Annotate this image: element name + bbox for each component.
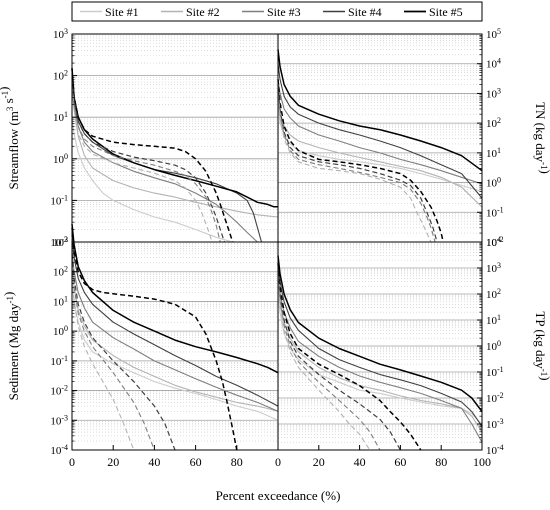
y-axis-label-tp: TP (kg day-1) (533, 311, 550, 380)
y-tick-label: 102 (53, 69, 68, 83)
series-line-site-4 (277, 263, 483, 427)
y-tick-label: 10-1 (486, 205, 504, 219)
series-line-site-3-dashed (71, 262, 155, 451)
x-tick-label: 20 (107, 455, 119, 469)
legend-label-3: Site #3 (267, 5, 301, 19)
y-tick-label: 10-2 (486, 391, 504, 405)
series-line-site-4 (71, 79, 263, 243)
series-line-site-2 (71, 262, 279, 412)
y-tick-label: 102 (53, 265, 68, 279)
y-axis-label-sediment: Sediment (Mg day-1) (1, 292, 21, 401)
legend-label-2: Site #2 (186, 5, 220, 19)
series-line-site-2-dashed (277, 281, 371, 451)
x-tick-label: 0 (275, 455, 281, 469)
series-line-site-3 (277, 273, 483, 443)
series-line-site-5 (277, 49, 483, 172)
y-tick-label: 105 (486, 27, 501, 41)
y-tick-label: 100 (486, 339, 501, 353)
legend-label-4: Site #4 (348, 5, 382, 19)
series-line-site-4-dashed (71, 79, 225, 243)
y-tick-label: 103 (53, 27, 68, 41)
legend-label-5: Site #5 (429, 5, 463, 19)
series-line-site-3 (71, 250, 279, 412)
series-line-site-5-dashed (71, 227, 238, 451)
series-line-site-5-dashed (277, 263, 422, 451)
y-tick-label: 104 (486, 235, 501, 249)
series-line-site-4-dashed (277, 270, 401, 451)
x-tick-label: 80 (435, 455, 447, 469)
x-tick-label: 60 (394, 455, 406, 469)
y-tick-label: 100 (53, 324, 68, 338)
series-line-site-5 (277, 255, 483, 413)
y-tick-label: 103 (486, 261, 501, 275)
series-line-site-3 (71, 84, 258, 243)
series-line-site-1 (71, 117, 233, 243)
legend-label-1: Site #1 (105, 5, 139, 19)
series-line-site-3-dashed (71, 84, 221, 243)
y-tick-label: 102 (486, 287, 501, 301)
series-line-site-5-dashed (71, 68, 234, 243)
y-tick-label: 100 (53, 152, 68, 166)
y-tick-label: 10-3 (50, 413, 68, 427)
x-tick-label: 40 (354, 455, 366, 469)
series-line-site-2-dashed (71, 88, 213, 243)
y-tick-label: 102 (486, 116, 501, 130)
series-line-site-4 (277, 63, 483, 199)
y-tick-label: 101 (486, 146, 501, 160)
legend-frame (71, 1, 483, 22)
y-tick-label: 103 (486, 86, 501, 100)
y-tick-label: 10-4 (50, 443, 68, 457)
y-tick-label: 104 (486, 57, 501, 71)
y-tick-label: 101 (486, 313, 501, 327)
y-tick-label: 101 (53, 294, 68, 308)
y-tick-label: 101 (53, 110, 68, 124)
series-line-site-2 (71, 88, 279, 218)
x-tick-label: 80 (231, 455, 243, 469)
series-line-site-1 (277, 102, 483, 193)
x-axis-label: Percent exceedance (%) (216, 488, 341, 503)
series-line-site-3 (277, 79, 483, 185)
panel-frame (71, 33, 279, 243)
x-tick-label: 20 (313, 455, 325, 469)
y-tick-label: 10-1 (486, 365, 504, 379)
y-axis-label-streamflow: Streamflow (m3 s-1) (0, 86, 21, 189)
legend: Site #1 Site #2 Site #3 Site #4 Site #5 (71, 1, 483, 22)
y-tick-label: 10-1 (50, 354, 68, 368)
series-line-site-1 (71, 280, 279, 421)
series-line-site-5-dashed (277, 79, 444, 243)
y-tick-label: 10-1 (50, 193, 68, 207)
series-line-site-2-dashed (277, 93, 432, 243)
y-tick-label: 10-3 (486, 417, 504, 431)
series-line-site-2-dashed (71, 271, 135, 451)
panel-sediment: 10-4 10-3 10-2 10-1 100 101 102 103 Sediment (Mg… (1, 224, 279, 469)
series-line-site-4 (71, 236, 279, 407)
x-tick-label: 100 (473, 455, 491, 469)
x-tick-label: 60 (190, 455, 202, 469)
x-tick-label: 0 (69, 455, 75, 469)
y-tick-label: 10-2 (50, 384, 68, 398)
y-tick-label: 100 (486, 176, 501, 190)
series-line-site-3-dashed (277, 88, 436, 243)
y-axis-label-tn: TN (kg day-1) (533, 102, 550, 174)
series-line-site-4-dashed (277, 84, 438, 243)
y-tick-label: 103 (53, 235, 68, 249)
x-tick-label: 40 (148, 455, 160, 469)
series-line-site-5 (71, 224, 279, 374)
series-line-site-5 (71, 68, 278, 208)
